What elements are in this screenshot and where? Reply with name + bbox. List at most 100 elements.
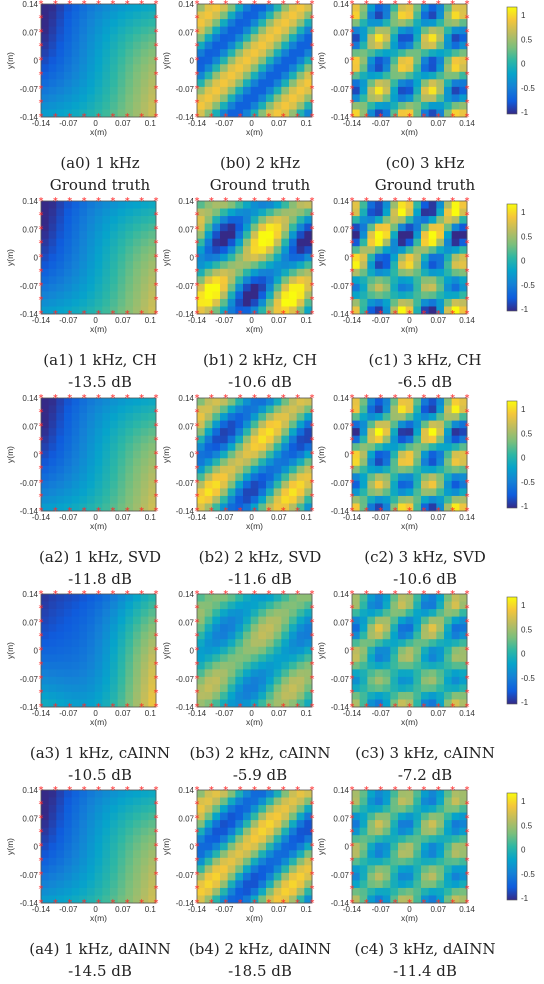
- heatmap-cell: [197, 71, 206, 80]
- heatmap-cell: [48, 827, 57, 836]
- heatmap-cell: [296, 268, 305, 277]
- heatmap-cell: [428, 812, 437, 821]
- heatmap-cell: [459, 495, 468, 504]
- heatmap-cell: [289, 86, 298, 95]
- heatmap-cell: [367, 835, 376, 844]
- heatmap-cell: [451, 880, 460, 889]
- heatmap-cell: [235, 94, 244, 103]
- heatmap-cell: [204, 49, 213, 58]
- heatmap-cell: [459, 624, 468, 633]
- heatmap-cell: [48, 26, 57, 35]
- asterisk-marker-icon: *: [125, 589, 130, 600]
- heatmap-cell: [235, 405, 244, 414]
- heatmap-cell: [102, 26, 111, 35]
- heatmap-cell: [451, 428, 460, 437]
- heatmap-cell: [390, 616, 399, 625]
- asterisk-marker-icon: *: [209, 702, 214, 713]
- heatmap-cell: [148, 231, 157, 240]
- heatmap-cell: [125, 291, 134, 300]
- heatmap-cell: [140, 865, 149, 874]
- asterisk-marker-icon: *: [67, 506, 72, 517]
- heatmap-cell: [281, 797, 290, 806]
- heatmap-cell: [281, 41, 290, 50]
- heatmap-cell: [451, 291, 460, 300]
- heatmap-cell: [56, 812, 65, 821]
- heatmap-cell: [250, 646, 259, 655]
- heatmap-cell: [375, 473, 384, 482]
- heatmap-cell: [289, 94, 298, 103]
- heatmap-cell: [197, 64, 206, 73]
- heatmap-cell: [375, 835, 384, 844]
- heatmap-cell: [436, 413, 445, 421]
- heatmap-cell: [382, 820, 391, 829]
- heatmap-cell: [220, 26, 229, 35]
- heatmap-cell: [304, 306, 313, 315]
- heatmap-cell: [102, 201, 111, 209]
- heatmap-cell: [258, 465, 267, 474]
- heatmap-cell: [64, 601, 73, 610]
- heatmap-cell: [220, 820, 229, 829]
- heatmap-cell: [148, 223, 157, 232]
- asterisk-marker-icon: *: [310, 13, 315, 24]
- heatmap: [197, 4, 313, 118]
- heatmap-cell: [79, 857, 88, 866]
- heatmap-cell: [133, 208, 142, 217]
- heatmap-cell: [102, 624, 111, 633]
- x-axis-label: x(m): [246, 324, 263, 334]
- heatmap-cell: [428, 661, 437, 670]
- heatmap-cell: [359, 480, 368, 489]
- asterisk-marker-icon: *: [195, 98, 200, 109]
- heatmap-cell: [64, 223, 73, 232]
- heatmap-cell: [41, 291, 50, 300]
- heatmap-cell: [250, 19, 259, 27]
- heatmap-cell: [235, 56, 244, 65]
- panel-subcaption: Ground truth: [210, 176, 311, 194]
- heatmap-cell: [204, 480, 213, 489]
- heatmap-cell: [41, 428, 50, 437]
- heatmap-cell: [204, 306, 213, 315]
- heatmap-cell: [405, 887, 414, 896]
- heatmap-cell: [367, 495, 376, 504]
- heatmap-cell: [296, 895, 305, 904]
- heatmap-cell: [367, 631, 376, 640]
- heatmap-cell: [428, 684, 437, 693]
- heatmap-cell: [140, 465, 149, 474]
- heatmap-cell: [375, 895, 384, 904]
- heatmap-cell: [140, 895, 149, 904]
- heatmap-cell: [375, 41, 384, 50]
- heatmap-cell: [444, 208, 453, 217]
- heatmap-cell: [413, 495, 422, 504]
- y-tick-label: 0: [345, 843, 350, 852]
- heatmap-cell: [304, 812, 313, 821]
- heatmap-cell: [212, 790, 221, 798]
- heatmap-cell: [405, 842, 414, 851]
- asterisk-marker-icon: *: [450, 702, 455, 713]
- heatmap-cell: [71, 238, 80, 247]
- heatmap-cell: [94, 616, 103, 625]
- heatmap-cell: [212, 594, 221, 602]
- asterisk-marker-icon: *: [96, 196, 101, 207]
- heatmap-cell: [227, 413, 236, 421]
- heatmap-cell: [421, 691, 430, 700]
- heatmap-cell: [421, 291, 430, 300]
- heatmap-cell: [79, 223, 88, 232]
- heatmap-cell: [235, 201, 244, 209]
- asterisk-marker-icon: *: [350, 84, 355, 95]
- heatmap-cell: [110, 428, 119, 437]
- heatmap-cell: [220, 631, 229, 640]
- heatmap-cell: [133, 624, 142, 633]
- heatmap-cell: [133, 473, 142, 482]
- heatmap-cell: [398, 503, 407, 512]
- asterisk-marker-icon: *: [154, 295, 159, 306]
- asterisk-marker-icon: *: [195, 253, 200, 264]
- asterisk-marker-icon: *: [310, 295, 315, 306]
- heatmap-cell: [375, 261, 384, 270]
- heatmap-cell: [367, 298, 376, 307]
- heatmap-cell: [296, 865, 305, 874]
- heatmap-cell: [421, 216, 430, 224]
- y-tick-label: -0.14: [176, 703, 195, 712]
- heatmap-cell: [296, 34, 305, 43]
- heatmap-cell: [48, 41, 57, 50]
- heatmap-cell: [304, 276, 313, 285]
- heatmap-cell: [125, 4, 134, 12]
